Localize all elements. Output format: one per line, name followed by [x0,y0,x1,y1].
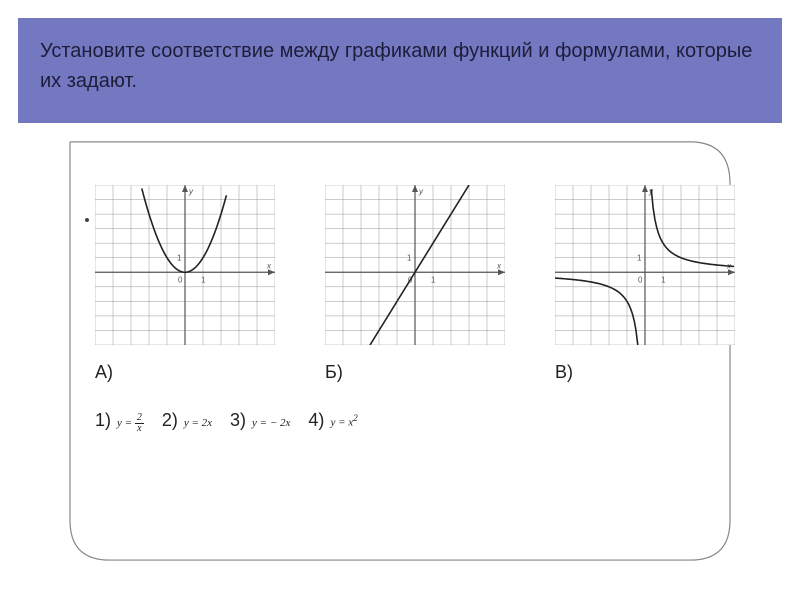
chart-parabola: 011xy [95,185,275,345]
svg-text:1: 1 [431,275,436,284]
formula: y = − 2x [252,417,290,429]
option-number: 4) [308,410,324,431]
formula: y = 2x [184,417,212,429]
options-row: 1) y = 2x 2) y = 2x 3) y = − 2x 4) y = x2 [95,410,358,434]
charts-row: 011xyА)011xyБ)011xyВ) [95,185,750,383]
header-banner: Установите соответствие между графиками … [18,18,782,123]
chart-block: 011xyА) [95,185,275,383]
bullet-dot [85,218,89,222]
svg-text:0: 0 [638,275,643,284]
option-number: 1) [95,410,111,431]
chart-label: А) [95,362,275,383]
title-bold: Установите соответствие между [40,40,339,62]
content-area: 011xyА)011xyБ)011xyВ) 1)y = 2x2)y = 2x3)… [30,140,770,570]
chart-hyperbola: 011xy [555,185,735,345]
option: 1) y = 2x [95,410,144,434]
svg-text:1: 1 [407,254,412,263]
formula: y = x2 [330,413,357,429]
formula: y = 2x [117,413,144,434]
chart-label: В) [555,362,735,383]
option-number: 3) [230,410,246,431]
svg-text:1: 1 [201,275,206,284]
chart-line2x: 011xy [325,185,505,345]
chart-label: Б) [325,362,505,383]
option-number: 2) [162,410,178,431]
option: 2) y = 2x [162,410,212,431]
svg-text:1: 1 [637,254,642,263]
option: 4) y = x2 [308,410,357,431]
page-title: Установите соответствие между графиками … [40,36,760,96]
chart-block: 011xyВ) [555,185,735,383]
svg-text:1: 1 [661,275,666,284]
svg-text:0: 0 [178,275,183,284]
chart-block: 011xyБ) [325,185,505,383]
svg-text:1: 1 [177,254,182,263]
option: 3) y = − 2x [230,410,290,431]
